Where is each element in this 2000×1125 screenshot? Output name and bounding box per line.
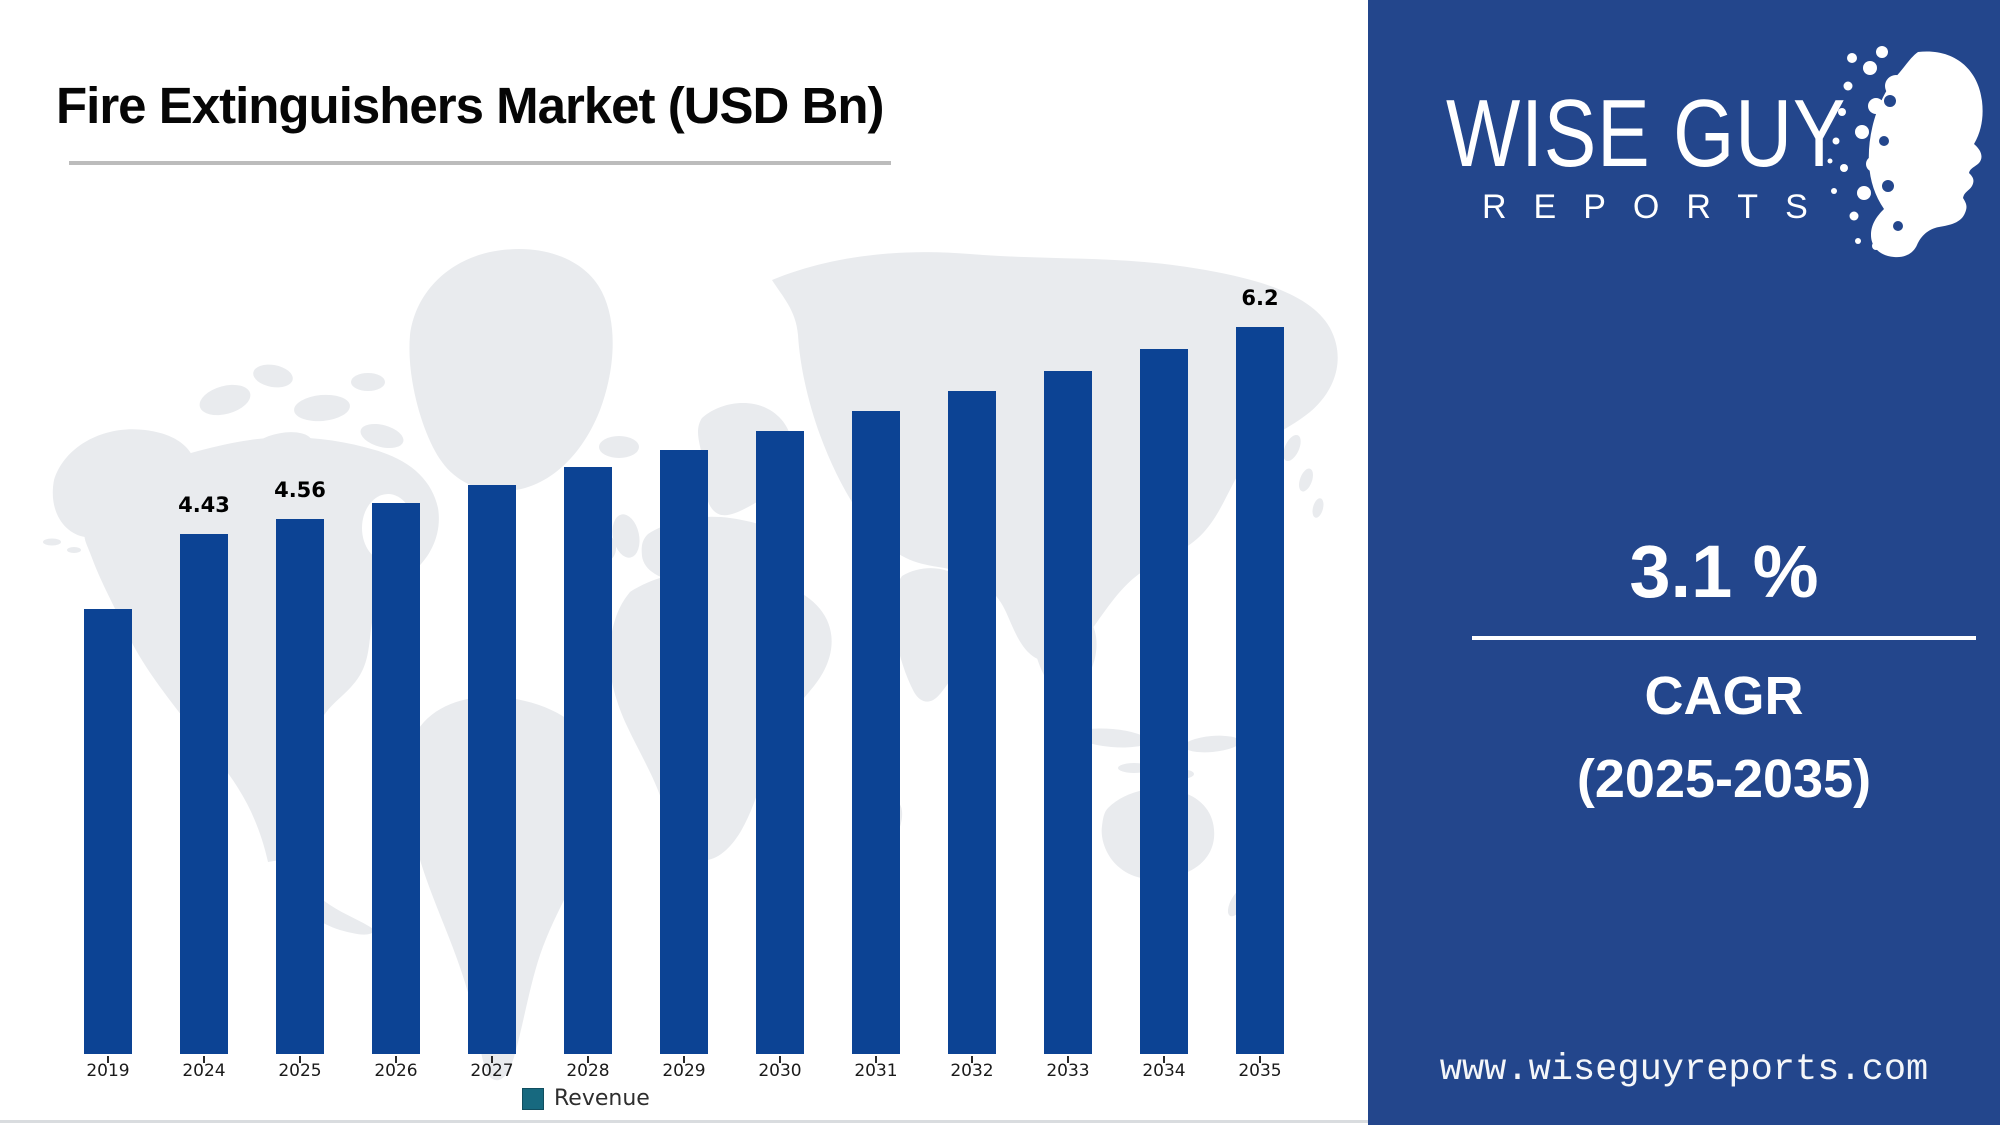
bar-2032 — [948, 391, 996, 1054]
logo-wordmark: WISE GUY — [1446, 80, 1847, 187]
bar-value-label-2024: 4.43 — [178, 493, 230, 517]
bar-value-label-2025: 4.56 — [274, 478, 326, 502]
cagr-divider — [1472, 636, 1976, 640]
bar-2024 — [180, 534, 228, 1054]
bar-2034 — [1140, 349, 1188, 1054]
x-tick-2026 — [395, 1056, 397, 1063]
x-tick-2027 — [491, 1056, 493, 1063]
x-tick-2032 — [971, 1056, 973, 1063]
brand-panel: WISE GUY REPORTS 3.1 % CAGR — [1368, 0, 2000, 1125]
logo-head-icon — [1827, 46, 1983, 258]
cagr-period: (2025-2035) — [1576, 748, 1872, 809]
bar-chart: 2019 4.43 2024 4.56 2025 2026 2027 2028 2029 2030… — [84, 286, 1284, 1081]
bar-2035 — [1236, 327, 1284, 1054]
x-tick-label-2032: 2032 — [950, 1061, 994, 1081]
cagr-value: 3.1 % — [1629, 530, 1819, 613]
x-tick-label-2019: 2019 — [86, 1061, 130, 1081]
x-tick-label-2033: 2033 — [1046, 1061, 1090, 1081]
bar-2028 — [564, 467, 612, 1054]
bar-2027 — [468, 485, 516, 1054]
bar-2026 — [372, 503, 420, 1054]
x-tick-2031 — [875, 1056, 877, 1063]
bar-2019 — [84, 609, 132, 1054]
bar-2030 — [756, 431, 804, 1054]
logo-reports-text: REPORTS — [1482, 188, 1835, 226]
x-tick-2033 — [1067, 1056, 1069, 1063]
bar-2033 — [1044, 371, 1092, 1054]
x-tick-label-2024: 2024 — [182, 1061, 226, 1081]
x-tick-2035 — [1259, 1056, 1261, 1063]
x-tick-2025 — [299, 1056, 301, 1063]
x-tick-2028 — [587, 1056, 589, 1063]
legend-label: Revenue — [554, 1086, 650, 1111]
x-tick-label-2035: 2035 — [1238, 1061, 1282, 1081]
cagr-label-block: CAGR (2025-2035) — [1472, 655, 1976, 820]
bottom-divider — [0, 1120, 1368, 1123]
x-tick-label-2027: 2027 — [470, 1061, 514, 1081]
bar-value-label-2035: 6.2 — [1241, 286, 1279, 310]
x-tick-label-2029: 2029 — [662, 1061, 706, 1081]
title-underline — [69, 161, 891, 165]
legend[interactable]: Revenue — [522, 1086, 650, 1111]
x-tick-2034 — [1163, 1056, 1165, 1063]
x-tick-2029 — [683, 1056, 685, 1063]
cagr-label: CAGR — [1644, 666, 1804, 726]
page-title: Fire Extinguishers Market (USD Bn) — [56, 77, 884, 135]
bar-2031 — [852, 411, 900, 1054]
x-tick-label-2031: 2031 — [854, 1061, 898, 1081]
bar-2025 — [276, 519, 324, 1054]
x-tick-label-2028: 2028 — [566, 1061, 610, 1081]
bar-2029 — [660, 450, 708, 1054]
x-tick-label-2026: 2026 — [374, 1061, 418, 1081]
x-tick-2030 — [779, 1056, 781, 1063]
x-tick-label-2030: 2030 — [758, 1061, 802, 1081]
website-link[interactable]: www.wiseguyreports.com — [1439, 1049, 1929, 1091]
x-tick-label-2034: 2034 — [1142, 1061, 1186, 1081]
legend-swatch — [522, 1087, 544, 1110]
x-tick-label-2025: 2025 — [278, 1061, 322, 1081]
x-tick-2024 — [203, 1056, 205, 1063]
x-tick-2019 — [107, 1056, 109, 1063]
